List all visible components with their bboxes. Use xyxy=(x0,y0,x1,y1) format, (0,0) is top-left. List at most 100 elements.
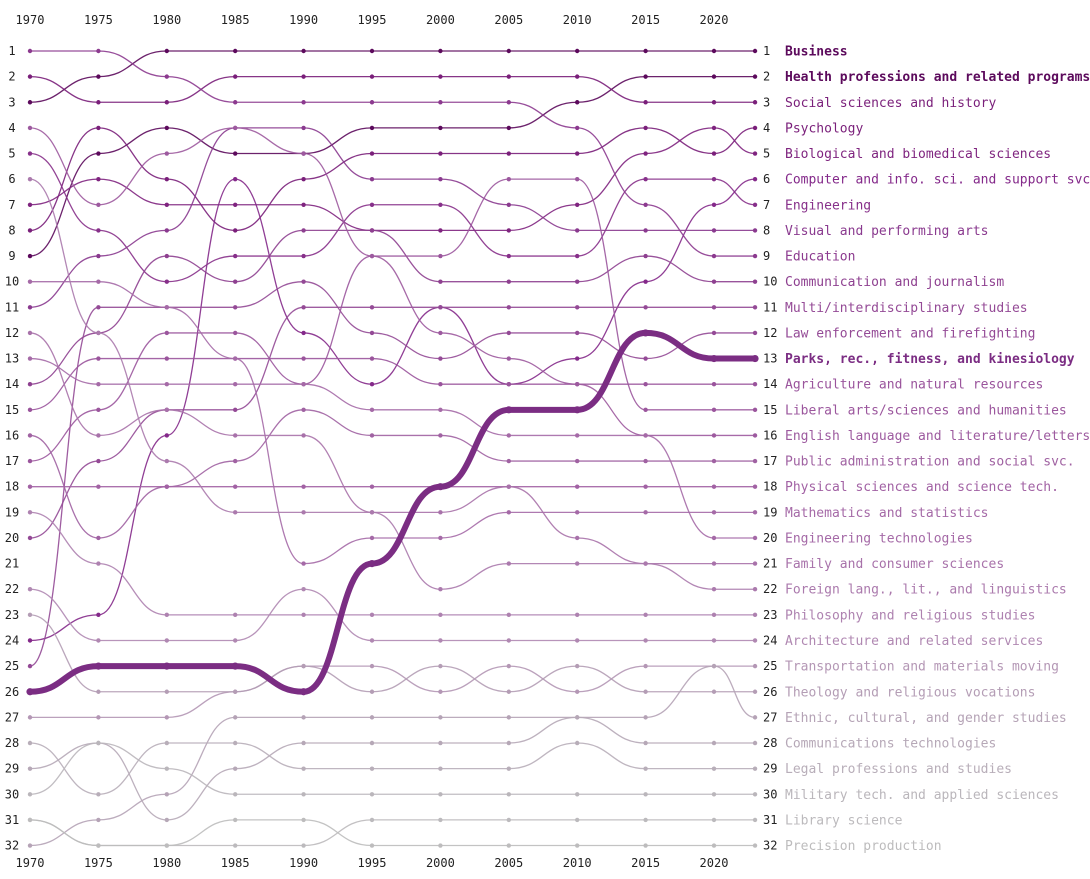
end-rank-23: 23 xyxy=(763,608,777,622)
point-legal-professions-and-studies-1970 xyxy=(27,740,33,746)
point-multi-interdisciplinary-studies-2000 xyxy=(438,305,443,310)
end-rank-15: 15 xyxy=(763,403,777,417)
rank-tick-24: 24 xyxy=(5,633,19,647)
point-biological-and-biomedical-sciences-1980 xyxy=(164,202,169,207)
point-psychology-1985 xyxy=(233,228,238,233)
point-psychology-2015 xyxy=(643,125,648,131)
point-military-tech-and-applied-sciences-2015 xyxy=(643,792,648,797)
series-label-transportation-and-materials-moving: Transportation and materials moving xyxy=(785,660,1059,675)
series-label-precision-production: Precision production xyxy=(785,839,942,854)
point-mathematics-and-statistics-2010 xyxy=(575,510,580,515)
end-rank-14: 14 xyxy=(763,377,777,391)
point-health-professions-and-related-programs-2010 xyxy=(575,100,580,105)
point-health-professions-and-related-programs-1980 xyxy=(164,125,169,131)
point-library-science-2015 xyxy=(643,817,648,823)
series-line-engineering xyxy=(29,152,756,283)
point-engineering-technologies-2023 xyxy=(752,535,758,541)
rank-tick-17: 17 xyxy=(5,454,19,468)
point-health-professions-and-related-programs-2000 xyxy=(438,125,443,131)
point-physical-sciences-and-science-tech-1980 xyxy=(164,484,169,489)
point-philosophy-and-religious-studies-2005 xyxy=(506,612,511,618)
point-psychology-1980 xyxy=(164,176,169,182)
series-label-theology-and-religious-vocations: Theology and religious vocations xyxy=(785,685,1035,700)
point-ethnic-cultural-and-gender-studies-1995 xyxy=(369,715,375,720)
point-ethnic-cultural-and-gender-studies-1985 xyxy=(233,715,238,720)
point-precision-production-2005 xyxy=(506,843,511,848)
point-precision-production-1985 xyxy=(233,817,238,823)
point-theology-and-religious-vocations-1985 xyxy=(233,689,238,694)
series-label-social-sciences-and-history: Social sciences and history xyxy=(785,96,996,111)
point-ethnic-cultural-and-gender-studies-2015 xyxy=(643,715,648,720)
point-law-enforcement-and-firefighting-1975 xyxy=(96,305,101,310)
point-biological-and-biomedical-sciences-1985 xyxy=(233,202,238,207)
point-architecture-and-related-services-1985 xyxy=(233,638,238,643)
x-tick-top-1995: 1995 xyxy=(358,13,387,27)
x-tick-bottom-1975: 1975 xyxy=(84,856,113,870)
end-rank-16: 16 xyxy=(763,428,777,442)
point-computer-and-info-sci-and-support-svc-1970 xyxy=(27,638,33,643)
point-philosophy-and-religious-studies-1985 xyxy=(233,612,238,618)
series-line-engineering-technologies xyxy=(29,357,756,539)
point-philosophy-and-religious-studies-1990 xyxy=(301,612,306,618)
point-biological-and-biomedical-sciences-2015 xyxy=(643,151,648,156)
point-physical-sciences-and-science-tech-1990 xyxy=(301,484,306,489)
series-line-english-language-and-literature-letters xyxy=(29,127,756,437)
point-mathematics-and-statistics-1980 xyxy=(164,305,169,310)
series-label-family-and-consumer-sciences: Family and consumer sciences xyxy=(785,557,1004,572)
point-transportation-and-materials-moving-1980 xyxy=(164,715,169,720)
point-library-science-1995 xyxy=(369,817,375,823)
x-tick-top-1980: 1980 xyxy=(152,13,181,27)
point-engineering-technologies-2005 xyxy=(506,433,511,438)
x-tick-bottom-1990: 1990 xyxy=(289,856,318,870)
point-engineering-technologies-1980 xyxy=(164,381,169,387)
end-rank-3: 3 xyxy=(763,95,770,109)
end-rank-26: 26 xyxy=(763,685,777,699)
point-business-2000 xyxy=(438,48,443,54)
point-public-administration-and-social-svc-1970 xyxy=(27,433,33,438)
point-philosophy-and-religious-studies-2000 xyxy=(438,612,443,618)
point-architecture-and-related-services-1970 xyxy=(27,587,33,592)
point-psychology-1995 xyxy=(369,151,375,156)
point-engineering-1970 xyxy=(27,151,33,156)
point-engineering-2000 xyxy=(438,202,443,207)
rank-tick-6: 6 xyxy=(8,172,15,186)
end-rank-17: 17 xyxy=(763,454,777,468)
point-english-language-and-literature-letters-1995 xyxy=(369,253,375,259)
point-ethnic-cultural-and-gender-studies-2005 xyxy=(506,715,511,720)
point-communication-and-journalism-1985 xyxy=(233,279,238,284)
point-computer-and-info-sci-and-support-svc-1975 xyxy=(96,612,101,618)
rank-tick-29: 29 xyxy=(5,762,19,776)
point-physical-sciences-and-science-tech-2010 xyxy=(575,484,580,489)
bottom-year-axis: 1970 1975 1980 1985 1990 1995 2000 2005 2010 2015… xyxy=(16,856,729,870)
series-label-engineering-technologies: Engineering technologies xyxy=(785,531,973,546)
point-business-2015 xyxy=(643,48,648,54)
point-biological-and-biomedical-sciences-2023 xyxy=(752,151,758,156)
point-agriculture-and-natural-resources-2005 xyxy=(506,381,511,387)
point-parks-rec-fitness-and-kinesiology-1980 xyxy=(163,662,171,670)
rank-tick-4: 4 xyxy=(8,121,15,135)
point-social-sciences-and-history-2005 xyxy=(506,74,511,79)
point-agriculture-and-natural-resources-1980 xyxy=(164,356,169,361)
point-computer-and-info-sci-and-support-svc-2015 xyxy=(643,279,648,284)
point-visual-and-performing-arts-2000 xyxy=(438,176,443,182)
x-tick-top-1975: 1975 xyxy=(84,13,113,27)
point-education-1985 xyxy=(233,100,238,105)
point-public-administration-and-social-svc-2015 xyxy=(643,458,648,464)
point-education-2023 xyxy=(752,253,758,259)
point-physical-sciences-and-science-tech-2020 xyxy=(711,484,717,489)
rank-tick-26: 26 xyxy=(5,685,19,699)
end-rank-20: 20 xyxy=(763,531,777,545)
point-social-sciences-and-history-1985 xyxy=(233,74,238,79)
point-communication-and-journalism-1980 xyxy=(164,253,169,259)
point-philosophy-and-religious-studies-2015 xyxy=(643,612,648,618)
point-liberal-arts-sciences-and-humanities-1975 xyxy=(96,407,101,413)
point-precision-production-1990 xyxy=(301,817,306,823)
series-label-ethnic-cultural-and-gender-studies: Ethnic, cultural, and gender studies xyxy=(785,711,1067,726)
point-library-science-2005 xyxy=(506,817,511,823)
end-rank-4: 4 xyxy=(763,121,770,135)
point-law-enforcement-and-firefighting-1990 xyxy=(301,279,306,284)
point-education-1995 xyxy=(369,100,375,105)
point-theology-and-religious-vocations-2015 xyxy=(643,689,648,694)
point-mathematics-and-statistics-1995 xyxy=(369,535,375,541)
point-engineering-2020 xyxy=(711,176,717,182)
